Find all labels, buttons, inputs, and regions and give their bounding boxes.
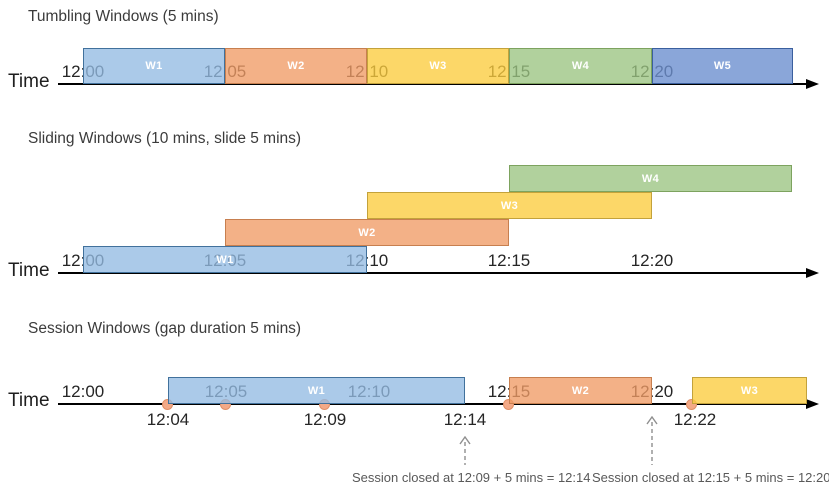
session-axis-arrow-icon xyxy=(806,399,819,409)
tumbling-window-w3: W3 xyxy=(367,48,509,84)
window-label: W2 xyxy=(571,384,590,397)
tumbling-time-axis-line xyxy=(58,83,807,85)
annotation-arrow-icon xyxy=(459,436,471,465)
sliding-window-w2: W2 xyxy=(225,219,509,246)
session-window-w2: W2 xyxy=(509,377,652,404)
window-label: W4 xyxy=(571,60,590,72)
section-title-sliding: Sliding Windows (10 mins, slide 5 mins) xyxy=(28,130,302,147)
window-label: W1 xyxy=(307,384,326,397)
window-label: W1 xyxy=(145,60,163,72)
tick-label: 12:00 xyxy=(61,382,105,401)
sliding-time-axis-line xyxy=(58,272,807,274)
window-label: W3 xyxy=(740,384,759,397)
annotation-arrow-icon xyxy=(646,416,658,465)
time-axis-label-tumbling: Time xyxy=(8,71,50,92)
window-label: W3 xyxy=(500,199,519,212)
sliding-window-w4: W4 xyxy=(509,165,792,192)
window-label: W2 xyxy=(358,226,376,239)
sliding-window-w1: W1 xyxy=(83,246,367,273)
tumbling-window-w2: W2 xyxy=(225,48,367,84)
session-close-annotation-2: Session closed at 12:15 + 5 mins = 12:20 xyxy=(592,470,829,485)
session-window-w1: W1 xyxy=(168,377,465,404)
time-axis-label-sliding: Time xyxy=(8,260,50,281)
sliding-axis-arrow-icon xyxy=(806,268,819,278)
tick-label: 12:15 xyxy=(487,251,531,270)
event-time-label: 12:22 xyxy=(673,410,717,429)
session-time-axis-line xyxy=(58,403,807,405)
tumbling-window-w1: W1 xyxy=(83,48,225,84)
event-dot xyxy=(503,399,514,410)
event-time-label: 12:14 xyxy=(443,410,487,429)
event-time-label: 12:04 xyxy=(146,410,190,429)
event-dot xyxy=(162,399,173,410)
time-axis-label-session: Time xyxy=(8,390,50,411)
event-dot xyxy=(686,399,697,410)
tumbling-window-w4: W4 xyxy=(509,48,652,84)
window-label: W5 xyxy=(713,60,732,72)
sliding-window-w3: W3 xyxy=(367,192,652,219)
tick-label: 12:20 xyxy=(630,251,674,270)
tumbling-window-w5: W5 xyxy=(652,48,793,84)
section-title-session: Session Windows (gap duration 5 mins) xyxy=(28,320,302,337)
window-label: W4 xyxy=(641,172,660,185)
window-label: W3 xyxy=(429,60,447,72)
window-label: W2 xyxy=(287,60,305,72)
tumbling-axis-arrow-icon xyxy=(806,79,819,89)
session-close-annotation-1: Session closed at 12:09 + 5 mins = 12:14 xyxy=(352,470,591,485)
section-title-tumbling: Tumbling Windows (5 mins) xyxy=(28,8,219,25)
event-time-label: 12:09 xyxy=(303,410,347,429)
window-label: W1 xyxy=(216,253,234,266)
session-window-w3: W3 xyxy=(692,377,807,404)
